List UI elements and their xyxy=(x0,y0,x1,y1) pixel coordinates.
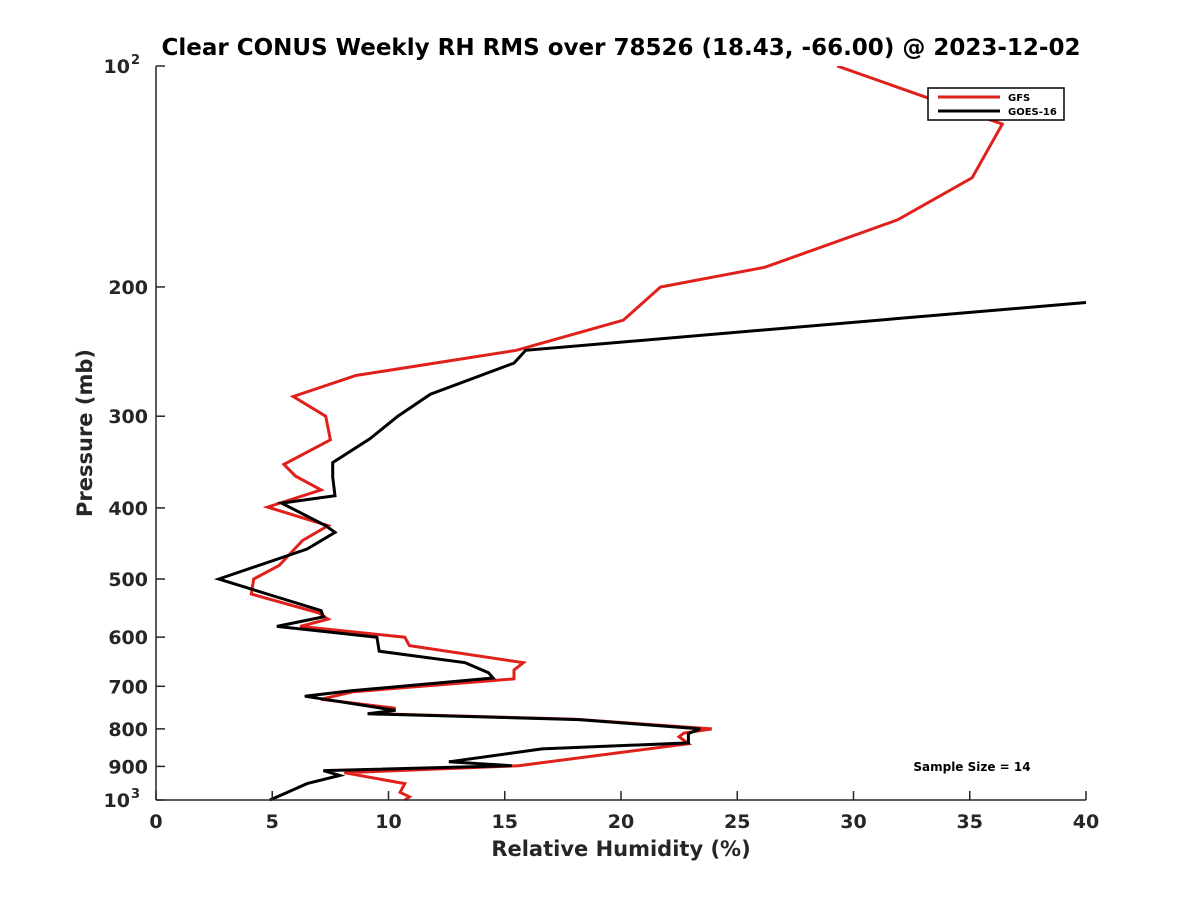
x-tick-label: 0 xyxy=(149,811,162,833)
x-tick-label: 35 xyxy=(957,811,983,833)
y-tick-label: 500 xyxy=(108,569,148,591)
y-tick-label: 800 xyxy=(108,719,148,741)
x-axis-label: Relative Humidity (%) xyxy=(491,837,750,861)
y-tick-label: 700 xyxy=(108,676,148,698)
series-layer xyxy=(213,66,1087,802)
axes-layer xyxy=(155,66,1086,801)
sample-size-annotation: Sample Size = 14 xyxy=(913,760,1030,774)
legend: GFS GOES-16 xyxy=(927,87,1065,121)
x-tick-label: 40 xyxy=(1073,811,1099,833)
legend-entry-label: GOES-16 xyxy=(1008,107,1057,118)
legend-entry-label: GFS xyxy=(1008,93,1030,104)
legend-box xyxy=(927,87,1065,121)
y-tick-label: 10 xyxy=(104,790,130,812)
x-tick-label: 25 xyxy=(724,811,750,833)
x-tick-label: 15 xyxy=(492,811,518,833)
y-tick-label: 200 xyxy=(108,277,148,299)
series-line-goes-16 xyxy=(213,301,1087,802)
chart-title: Clear CONUS Weekly RH RMS over 78526 (18… xyxy=(162,35,1081,61)
y-tick-label: 400 xyxy=(108,498,148,520)
y-tick-label: 600 xyxy=(108,627,148,649)
y-tick-label: 10 xyxy=(104,56,130,78)
x-tick-label: 5 xyxy=(266,811,279,833)
x-tick-label: 10 xyxy=(375,811,401,833)
y-tick-label-exponent: 2 xyxy=(131,53,140,68)
y-tick-label: 900 xyxy=(108,756,148,778)
x-tick-label: 30 xyxy=(840,811,866,833)
x-tick-label: 20 xyxy=(608,811,634,833)
y-axis-label: Pressure (mb) xyxy=(73,349,97,517)
y-tick-label-exponent: 3 xyxy=(131,787,140,802)
y-tick-label: 300 xyxy=(108,406,148,428)
